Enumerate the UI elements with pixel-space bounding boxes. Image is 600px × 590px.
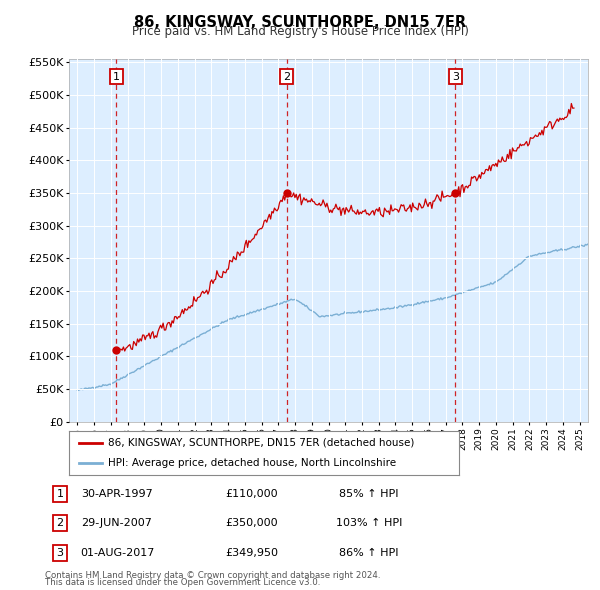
Text: 2: 2 bbox=[56, 519, 64, 528]
Text: 1: 1 bbox=[56, 489, 64, 499]
Text: 86, KINGSWAY, SCUNTHORPE, DN15 7ER (detached house): 86, KINGSWAY, SCUNTHORPE, DN15 7ER (deta… bbox=[108, 438, 415, 448]
Text: £349,950: £349,950 bbox=[226, 548, 278, 558]
Text: £350,000: £350,000 bbox=[226, 519, 278, 528]
Text: HPI: Average price, detached house, North Lincolnshire: HPI: Average price, detached house, Nort… bbox=[108, 458, 396, 468]
Text: 3: 3 bbox=[56, 548, 64, 558]
Text: 01-AUG-2017: 01-AUG-2017 bbox=[80, 548, 154, 558]
Text: 2: 2 bbox=[283, 71, 290, 81]
Text: Contains HM Land Registry data © Crown copyright and database right 2024.: Contains HM Land Registry data © Crown c… bbox=[45, 571, 380, 580]
Text: 86% ↑ HPI: 86% ↑ HPI bbox=[339, 548, 399, 558]
Text: 30-APR-1997: 30-APR-1997 bbox=[81, 489, 153, 499]
Text: This data is licensed under the Open Government Licence v3.0.: This data is licensed under the Open Gov… bbox=[45, 578, 320, 587]
Text: 3: 3 bbox=[452, 71, 459, 81]
Text: Price paid vs. HM Land Registry's House Price Index (HPI): Price paid vs. HM Land Registry's House … bbox=[131, 25, 469, 38]
Text: 1: 1 bbox=[113, 71, 120, 81]
Text: £110,000: £110,000 bbox=[226, 489, 278, 499]
Text: 103% ↑ HPI: 103% ↑ HPI bbox=[336, 519, 402, 528]
Text: 29-JUN-2007: 29-JUN-2007 bbox=[82, 519, 152, 528]
Text: 86, KINGSWAY, SCUNTHORPE, DN15 7ER: 86, KINGSWAY, SCUNTHORPE, DN15 7ER bbox=[134, 15, 466, 30]
Text: 85% ↑ HPI: 85% ↑ HPI bbox=[339, 489, 399, 499]
